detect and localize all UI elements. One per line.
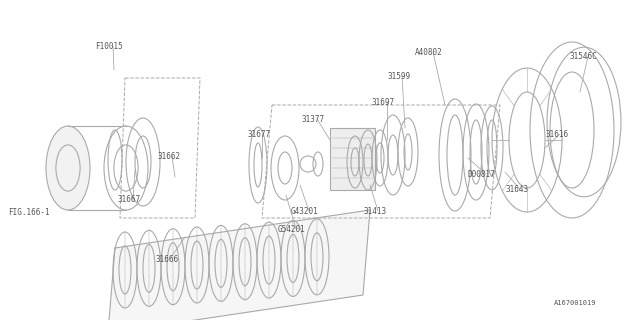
Text: 31697: 31697 xyxy=(372,98,395,107)
Polygon shape xyxy=(108,210,370,320)
Text: 31677: 31677 xyxy=(247,130,270,139)
Text: D00817: D00817 xyxy=(468,170,496,179)
Text: 31599: 31599 xyxy=(387,72,410,81)
Text: 31667: 31667 xyxy=(118,195,141,204)
Text: 31413: 31413 xyxy=(363,207,386,216)
Text: 31666: 31666 xyxy=(155,255,178,264)
Text: A167001019: A167001019 xyxy=(554,300,596,306)
Text: 31662: 31662 xyxy=(157,152,180,161)
Text: A40802: A40802 xyxy=(415,48,443,57)
Text: 31377: 31377 xyxy=(302,115,325,124)
Text: G54201: G54201 xyxy=(278,225,306,234)
Text: FIG.166-1: FIG.166-1 xyxy=(8,208,50,217)
Ellipse shape xyxy=(46,126,90,210)
Text: F10015: F10015 xyxy=(95,42,123,51)
Text: 31546C: 31546C xyxy=(570,52,598,61)
Text: 31643: 31643 xyxy=(505,185,528,194)
Text: 31616: 31616 xyxy=(545,130,568,139)
Bar xyxy=(330,128,375,190)
Text: G43201: G43201 xyxy=(291,207,319,216)
